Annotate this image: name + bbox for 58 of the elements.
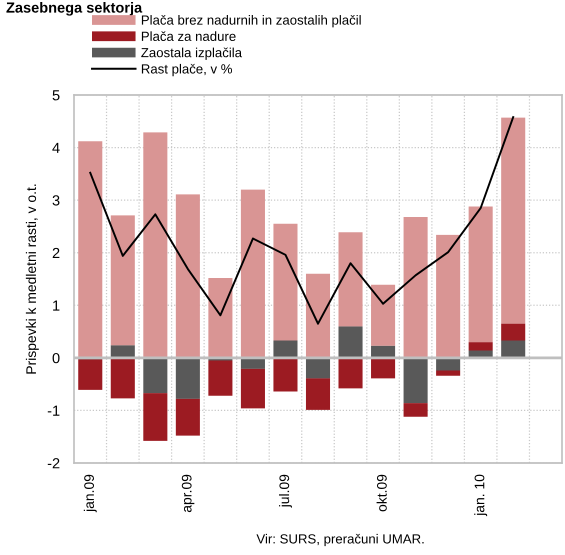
bar	[371, 284, 396, 346]
x-tick-label: okt.09	[376, 474, 387, 512]
y-tick-label: 1	[53, 300, 60, 311]
chart-title: Zasebnega sektorja	[6, 2, 142, 16]
y-tick-label: 0	[52, 352, 60, 364]
bar	[176, 398, 200, 436]
bar	[143, 132, 168, 358]
bar	[110, 358, 135, 398]
line-series	[89, 116, 514, 325]
y-tick-label: 2	[52, 248, 60, 258]
bar	[208, 360, 232, 396]
bar	[468, 342, 493, 350]
bar	[176, 358, 200, 399]
bar	[273, 340, 298, 358]
bar	[306, 358, 330, 378]
bar	[436, 234, 460, 358]
legend-label: Zaostala izplačila	[141, 48, 242, 60]
y-tick-label: -1	[48, 406, 60, 416]
y-tick-label: 5	[52, 90, 60, 100]
bar	[436, 358, 460, 370]
x-tick-label: jul.09	[278, 474, 292, 508]
bar	[143, 358, 168, 394]
bar	[338, 326, 363, 358]
bar	[501, 324, 526, 341]
y-tick-label: 4	[52, 142, 60, 153]
bar	[273, 224, 298, 341]
bar	[240, 358, 265, 369]
y-tick-label: 3	[52, 195, 60, 206]
bar	[404, 216, 428, 358]
x-tick-label: apr.09	[182, 474, 194, 512]
bar	[436, 370, 460, 376]
y-tick-label: -2	[48, 458, 60, 468]
y-axis-title: Prispevki k medletni rasti, v o.t.	[26, 184, 39, 374]
bar	[371, 358, 396, 378]
bar	[338, 232, 363, 326]
x-tick-label: jan. 10	[474, 474, 488, 516]
bar	[176, 194, 200, 358]
legend-label: Plača za nadure	[142, 31, 236, 41]
bar	[78, 359, 102, 390]
bar	[240, 190, 265, 358]
legend-label: Plača brez nadurnih in zaostalih plačil	[142, 15, 361, 28]
bar	[501, 340, 526, 358]
bar	[143, 393, 168, 441]
bar	[501, 118, 526, 324]
bar	[78, 141, 102, 358]
bar	[273, 358, 298, 392]
legend-label: Rast plače, v %	[142, 64, 232, 76]
bar	[404, 358, 428, 404]
bar	[240, 368, 265, 408]
x-tick-label: jan.09	[84, 474, 97, 512]
bar	[468, 206, 493, 342]
text: Vir: SURS, preračuni UMAR.	[256, 534, 424, 546]
bar	[306, 378, 330, 410]
bar	[306, 274, 330, 358]
bar	[338, 358, 363, 388]
bar	[110, 215, 135, 346]
bar	[208, 278, 232, 358]
bar	[404, 403, 428, 417]
